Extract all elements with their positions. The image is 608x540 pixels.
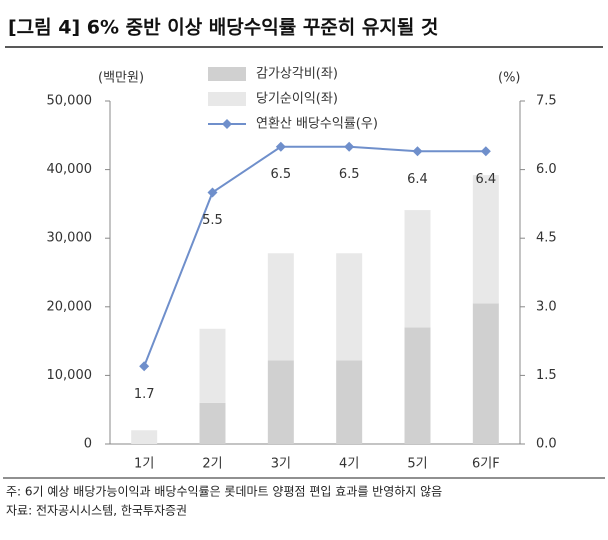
line-marker	[412, 146, 423, 157]
x-tick-label: 5기	[407, 457, 427, 472]
note: 주: 6기 예상 배당가능이익과 배당수익률은 롯데마트 양평점 편입 효과를 …	[6, 485, 442, 499]
bar-segment	[404, 327, 431, 444]
y2-tick-label: 1.5	[536, 368, 557, 383]
y-tick-label: 50,000	[47, 94, 93, 109]
value-label: 6.5	[339, 167, 360, 182]
bar-segment	[404, 210, 431, 328]
y-tick-label: 0	[84, 437, 92, 452]
x-tick-label: 2기	[202, 457, 222, 472]
bar-segment	[336, 253, 363, 361]
line-marker	[207, 187, 218, 198]
x-tick-label: 3기	[271, 457, 291, 472]
y2-tick-label: 0.0	[536, 437, 557, 452]
y-tick-label: 30,000	[47, 231, 93, 246]
bar-segment	[199, 328, 226, 403]
y-tick-label: 20,000	[47, 299, 93, 314]
value-label: 6.4	[407, 172, 428, 187]
bar-segment	[131, 430, 158, 444]
value-label: 6.5	[270, 167, 291, 182]
y2-tick-label: 4.5	[536, 231, 557, 246]
y-tick-label: 10,000	[47, 368, 93, 383]
line-marker	[344, 141, 355, 152]
line-marker	[480, 146, 491, 157]
x-tick-label: 6기F	[472, 457, 500, 472]
value-label: 5.5	[202, 213, 223, 228]
value-label: 1.7	[134, 387, 155, 402]
line-marker	[139, 361, 150, 372]
legend-swatch	[208, 92, 246, 106]
bar-segment	[472, 303, 499, 444]
value-label: 6.4	[475, 172, 496, 187]
x-tick-label: 4기	[339, 457, 359, 472]
legend-label: 당기순이익(좌)	[256, 92, 338, 107]
y2-tick-label: 7.5	[536, 94, 557, 109]
y2-tick-label: 3.0	[536, 299, 557, 314]
bar-segment	[336, 360, 363, 444]
y2-tick-label: 6.0	[536, 162, 557, 177]
bar-segment	[199, 402, 226, 444]
line-marker	[275, 141, 286, 152]
line	[143, 145, 486, 367]
bar-segment	[267, 253, 294, 361]
legend-label: 감가상각비(좌)	[256, 67, 338, 82]
source: 자료: 전자공시시스템, 한국투자증권	[6, 504, 187, 518]
chart-title: [그림 4] 6% 중반 이상 배당수익률 꾸준히 유지될 것	[8, 17, 438, 39]
y-unit: (백만원)	[98, 71, 144, 86]
legend-label: 연환산 배당수익률(우)	[256, 117, 378, 132]
y-tick-label: 40,000	[47, 162, 93, 177]
legend-swatch	[208, 67, 246, 81]
bar-segment	[472, 175, 499, 304]
x-tick-label: 1기	[134, 457, 154, 472]
legend-marker	[222, 119, 232, 129]
bar-segment	[267, 360, 294, 444]
y2-unit: (%)	[498, 71, 521, 86]
